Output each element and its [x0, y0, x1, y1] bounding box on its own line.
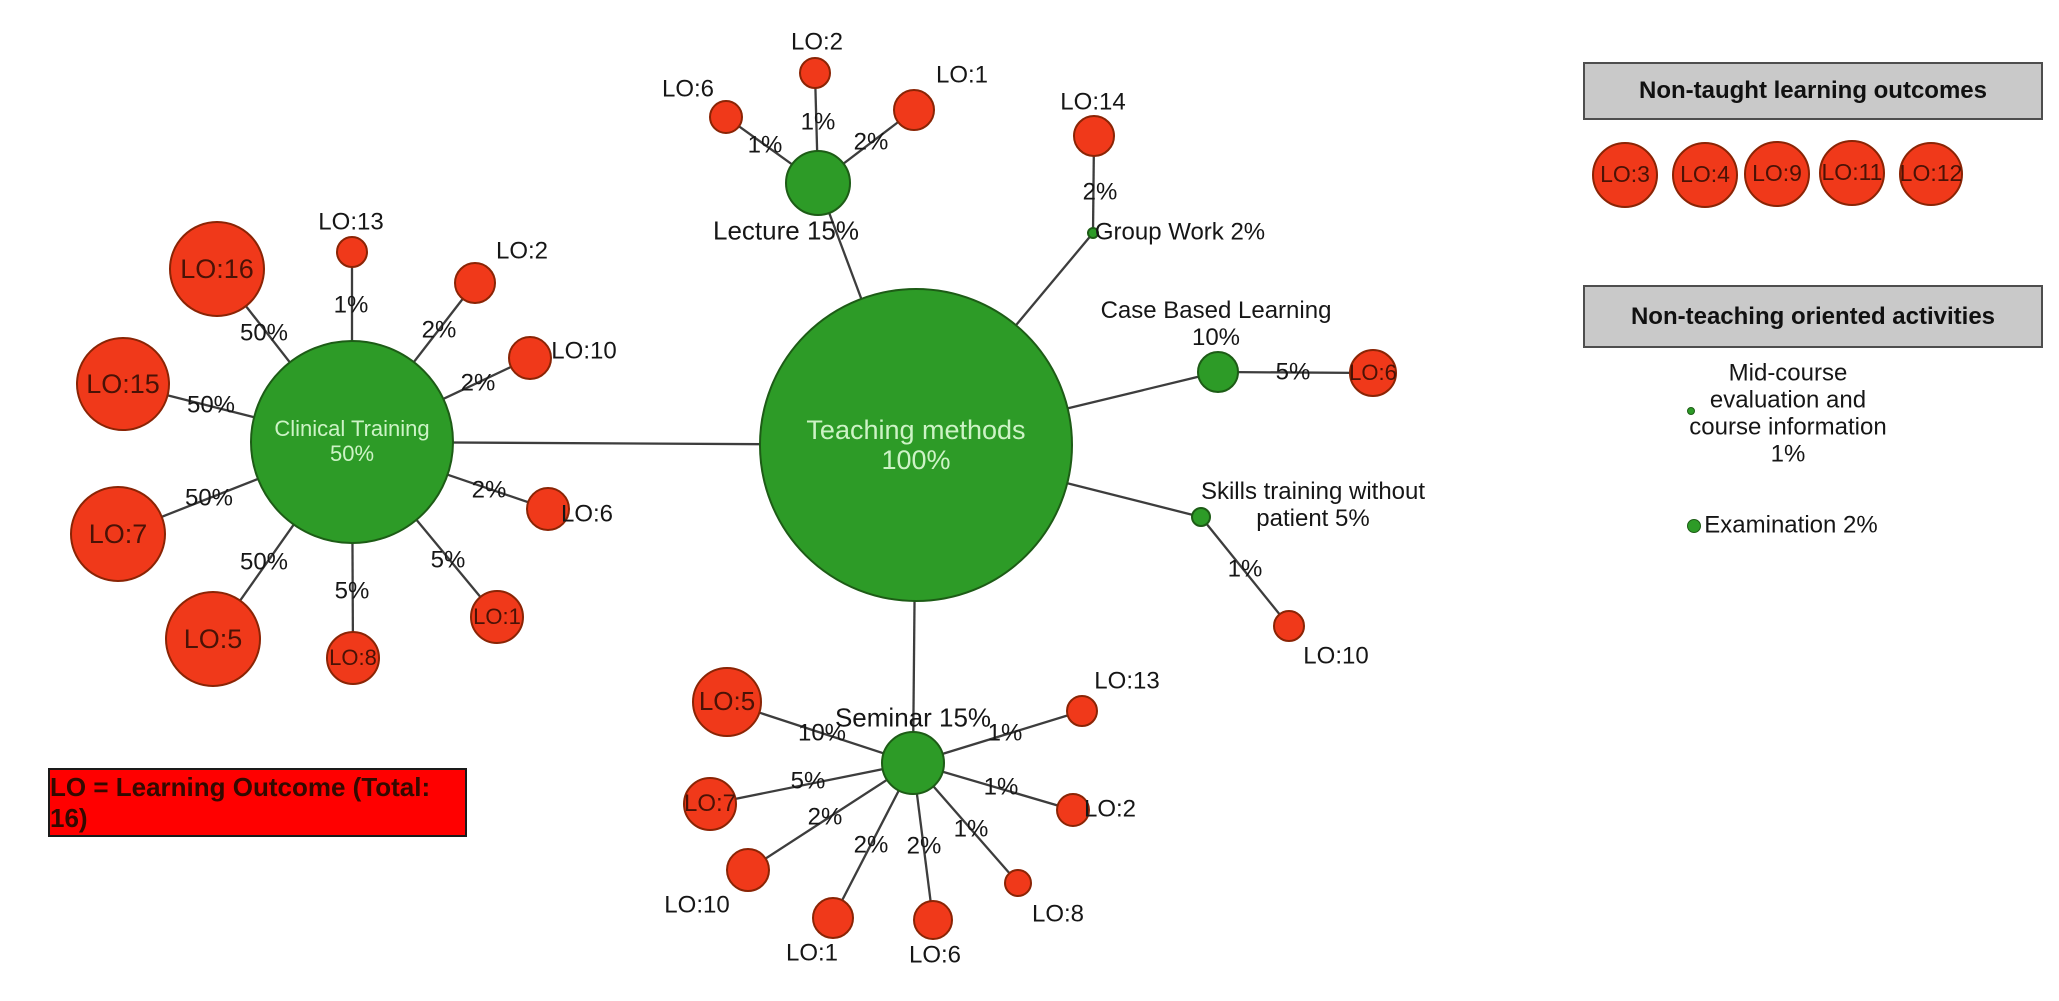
node-se5: LO:5 [692, 667, 762, 737]
node-cb6: LO:6 [1349, 349, 1397, 397]
activity-dot-1 [1687, 519, 1701, 533]
node-c2 [454, 262, 496, 304]
edge-label-seminar-se6: 2% [906, 832, 942, 860]
edge-label-seminar-se8: 1% [953, 815, 989, 843]
edge-label-cbl-cb6: 5% [1275, 358, 1311, 386]
node-se2-label: LO:2 [1083, 795, 1137, 823]
node-se8 [1004, 869, 1032, 897]
node-teaching: Teaching methods 100% [759, 288, 1073, 602]
edge-label-clinical-c7: 50% [184, 484, 234, 512]
node-se1 [812, 897, 854, 939]
non-taught-lo-12: LO:12 [1899, 142, 1963, 206]
node-c16: LO:16 [169, 221, 265, 317]
edge-label-clinical-c13: 1% [333, 291, 369, 319]
node-cbl [1197, 351, 1239, 393]
node-l2 [799, 57, 831, 89]
activity-dot-0 [1687, 407, 1695, 415]
edge-label-seminar-se1: 2% [853, 831, 889, 859]
edge-label-clinical-c10: 2% [460, 369, 496, 397]
edge-label-seminar-se13: 1% [987, 719, 1023, 747]
node-skills [1191, 507, 1211, 527]
node-c5: LO:5 [165, 591, 261, 687]
edge-seminar-se7 [709, 761, 914, 806]
node-s10 [1273, 610, 1305, 642]
edge-label-clinical-c16: 50% [239, 319, 289, 347]
node-skills-label: Skills training without patient 5% [1200, 478, 1426, 532]
node-l2-label: LO:2 [790, 28, 844, 56]
node-se8-label: LO:8 [1031, 900, 1085, 928]
node-l6-label: LO:6 [661, 75, 715, 103]
node-c13-label: LO:13 [318, 208, 384, 236]
node-g14-label: LO:14 [1060, 88, 1126, 116]
non-taught-lo-3: LO:3 [1592, 142, 1658, 208]
activity-label-0: Mid-course evaluation and course informa… [1689, 359, 1887, 467]
non-taught-lo-9: LO:9 [1744, 141, 1810, 207]
node-c8: LO:8 [326, 631, 380, 685]
node-c13 [336, 236, 368, 268]
node-se6-label: LO:6 [908, 941, 962, 969]
node-groupwork [1087, 227, 1099, 239]
node-c6-label: LO:6 [560, 500, 614, 528]
edge-label-seminar-se5: 10% [797, 719, 847, 747]
edge-label-groupwork-g14: 2% [1082, 178, 1118, 206]
non-teaching-activities-header: Non-teaching oriented activities [1583, 285, 2043, 348]
edge-label-seminar-se10: 2% [807, 803, 843, 831]
node-c6 [526, 487, 570, 531]
edge-label-clinical-c5: 50% [239, 548, 289, 576]
node-se2 [1056, 793, 1090, 827]
node-se7: LO:7 [683, 777, 737, 831]
node-cbl-label: Case Based Learning 10% [1100, 297, 1332, 351]
edge-label-lecture-l2: 1% [800, 108, 836, 136]
non-taught-outcomes-header: Non-taught learning outcomes [1583, 62, 2043, 120]
non-taught-lo-11: LO:11 [1819, 140, 1885, 206]
edge-label-clinical-c8: 5% [334, 577, 370, 605]
node-l6 [709, 100, 743, 134]
node-se10 [726, 848, 770, 892]
edge-label-lecture-l1: 2% [853, 128, 889, 156]
edge-label-seminar-se7: 5% [790, 767, 826, 795]
edge-label-skills-s10: 1% [1227, 555, 1263, 583]
node-se10-label: LO:10 [664, 891, 730, 919]
node-s10-label: LO:10 [1303, 642, 1369, 670]
edge-skills-s10 [1200, 516, 1290, 627]
node-c2-label: LO:2 [495, 237, 549, 265]
node-groupwork-label: Group Work 2% [1094, 218, 1266, 246]
node-c1: LO:1 [470, 590, 524, 644]
node-l1 [893, 89, 935, 131]
node-l1-label: LO:1 [935, 61, 989, 89]
node-g14 [1073, 115, 1115, 157]
node-se13 [1066, 695, 1098, 727]
edge-label-clinical-c6: 2% [471, 476, 507, 504]
node-c10-label: LO:10 [551, 337, 617, 365]
non-taught-lo-4: LO:4 [1672, 142, 1738, 208]
activity-label-1: Examination 2% [1704, 511, 1878, 539]
node-lecture [785, 150, 851, 216]
node-lecture-label: Lecture 15% [713, 215, 859, 246]
edge-label-lecture-l6: 1% [747, 131, 783, 159]
edge-cbl-cb6 [1217, 370, 1374, 375]
lo-legend-box: LO = Learning Outcome (Total: 16) [48, 768, 467, 837]
node-se13-label: LO:13 [1094, 667, 1160, 695]
node-seminar [881, 731, 945, 795]
edge-label-clinical-c2: 2% [421, 316, 457, 344]
edge-label-clinical-c1: 5% [430, 546, 466, 574]
node-se6 [913, 900, 953, 940]
node-c15: LO:15 [76, 337, 170, 431]
node-se1-label: LO:1 [785, 939, 839, 967]
node-c7: LO:7 [70, 486, 166, 582]
node-seminar-label: Seminar 15% [834, 702, 992, 733]
node-clinical: Clinical Training 50% [250, 340, 454, 544]
node-c10 [508, 336, 552, 380]
edge-label-seminar-se2: 1% [983, 773, 1019, 801]
edge-label-clinical-c15: 50% [186, 391, 236, 419]
